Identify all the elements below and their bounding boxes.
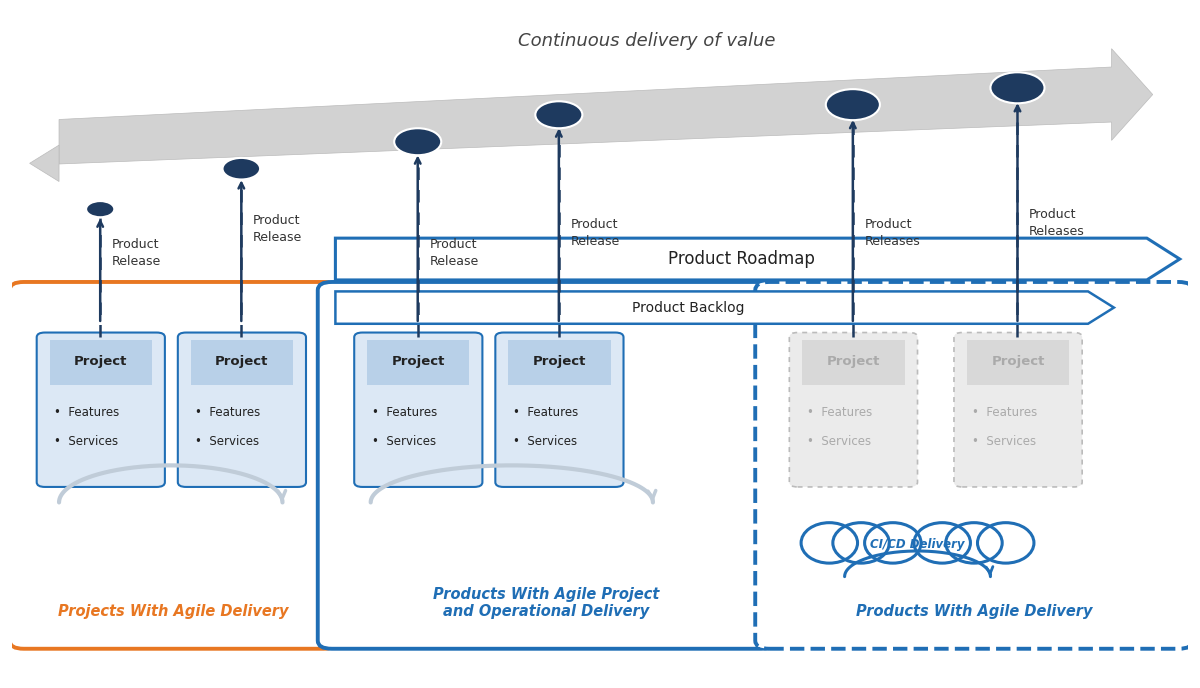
Bar <box>367 340 469 385</box>
FancyBboxPatch shape <box>318 282 775 649</box>
Text: •  Services: • Services <box>372 435 436 448</box>
Text: •  Services: • Services <box>512 435 577 448</box>
Text: Product
Release: Product Release <box>571 217 620 248</box>
Circle shape <box>990 72 1044 103</box>
Text: Product
Release: Product Release <box>430 238 479 268</box>
Bar <box>967 340 1069 385</box>
FancyBboxPatch shape <box>178 332 306 487</box>
Text: Project: Project <box>391 355 445 367</box>
Circle shape <box>826 89 880 120</box>
Text: CI/CD Delivery: CI/CD Delivery <box>870 538 965 551</box>
FancyBboxPatch shape <box>954 332 1082 487</box>
Text: •  Features: • Features <box>54 406 120 419</box>
Polygon shape <box>59 49 1153 164</box>
FancyBboxPatch shape <box>496 332 624 487</box>
Text: Project: Project <box>827 355 880 367</box>
Polygon shape <box>30 145 59 182</box>
Text: Project: Project <box>74 355 127 367</box>
Text: •  Features: • Features <box>972 406 1037 419</box>
Text: Continuous delivery of value: Continuous delivery of value <box>518 32 775 50</box>
FancyBboxPatch shape <box>10 282 337 649</box>
FancyBboxPatch shape <box>354 332 482 487</box>
Text: Project: Project <box>533 355 586 367</box>
Text: Projects With Agile Delivery: Projects With Agile Delivery <box>59 604 289 619</box>
Text: Product
Release: Product Release <box>112 238 161 268</box>
FancyBboxPatch shape <box>790 332 918 487</box>
FancyBboxPatch shape <box>37 332 164 487</box>
Bar <box>803 340 905 385</box>
Text: Product
Releases: Product Releases <box>1030 208 1085 237</box>
Text: Product Roadmap: Product Roadmap <box>667 250 815 268</box>
Text: Product
Releases: Product Releases <box>864 217 920 248</box>
Text: •  Features: • Features <box>196 406 260 419</box>
Circle shape <box>394 128 442 155</box>
Polygon shape <box>336 292 1114 324</box>
Text: •  Services: • Services <box>196 435 259 448</box>
Text: Product
Release: Product Release <box>253 215 302 244</box>
Text: •  Features: • Features <box>512 406 578 419</box>
Text: •  Services: • Services <box>972 435 1036 448</box>
Circle shape <box>86 201 114 217</box>
Text: Products With Agile Delivery: Products With Agile Delivery <box>856 604 1092 619</box>
Text: •  Features: • Features <box>806 406 872 419</box>
Bar <box>49 340 152 385</box>
Text: Project: Project <box>991 355 1045 367</box>
Bar <box>509 340 611 385</box>
Text: Product Backlog: Product Backlog <box>632 301 744 314</box>
Text: Products With Agile Project
and Operational Delivery: Products With Agile Project and Operatio… <box>433 587 660 619</box>
Circle shape <box>222 158 260 180</box>
Circle shape <box>535 101 582 128</box>
Text: •  Services: • Services <box>54 435 119 448</box>
FancyBboxPatch shape <box>755 282 1193 649</box>
Bar <box>191 340 293 385</box>
Text: •  Services: • Services <box>806 435 871 448</box>
Text: •  Features: • Features <box>372 406 437 419</box>
Polygon shape <box>336 238 1180 280</box>
Text: Project: Project <box>215 355 269 367</box>
